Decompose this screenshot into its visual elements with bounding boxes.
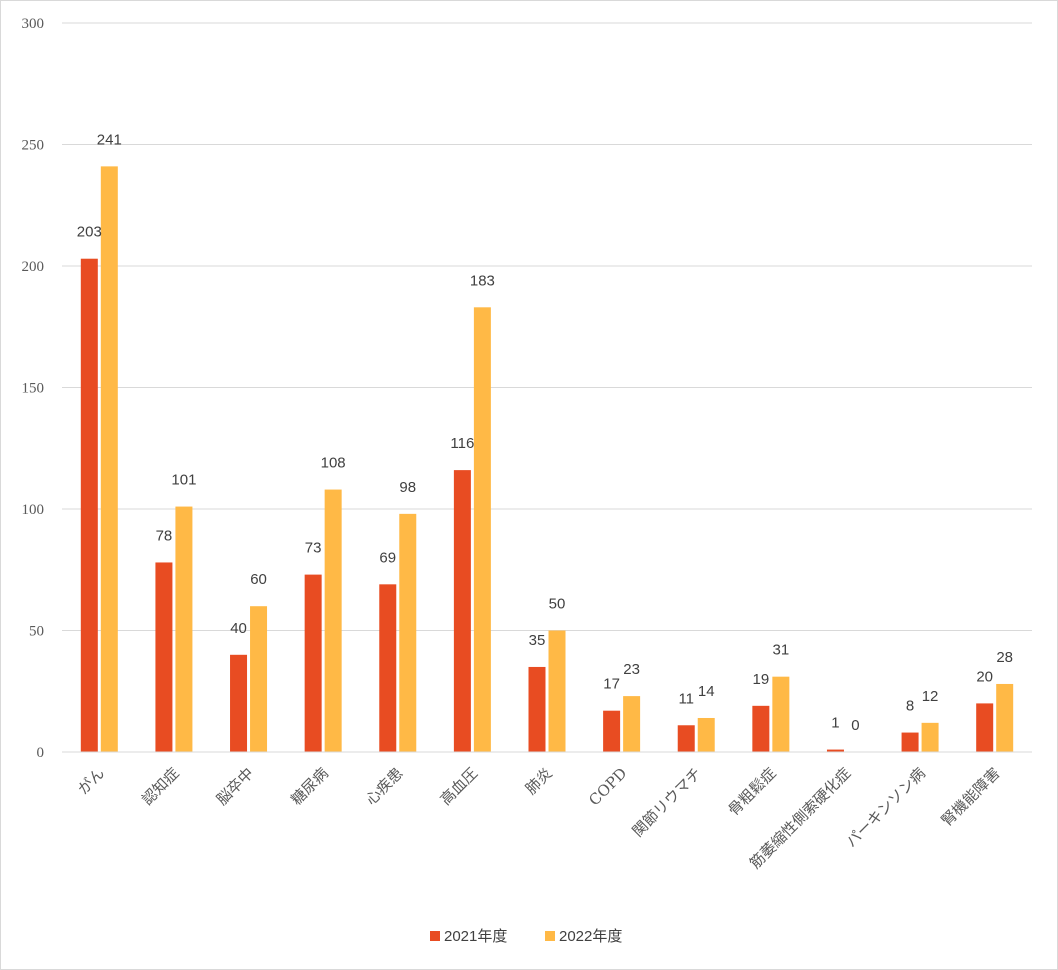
y-axis: 0 50 100 150 200 250 300 — [22, 16, 45, 761]
data-label: 19 — [753, 671, 770, 688]
bar — [473, 307, 491, 752]
bar — [826, 749, 844, 752]
bar — [623, 696, 641, 752]
data-label: 60 — [250, 571, 267, 588]
y-tick-label: 50 — [29, 624, 44, 640]
x-tick-label: 高血圧 — [437, 764, 482, 809]
data-label: 17 — [603, 676, 620, 693]
bar — [250, 606, 268, 752]
bar — [603, 710, 621, 752]
legend-swatch — [430, 931, 440, 941]
data-labels: 2032417810140607310869981161833550172311… — [77, 131, 1013, 734]
bar — [548, 630, 566, 752]
data-label: 241 — [97, 131, 122, 148]
data-label: 73 — [305, 540, 322, 557]
y-tick-label: 300 — [22, 16, 45, 32]
bar — [772, 676, 790, 752]
data-label: 28 — [996, 649, 1013, 666]
y-tick-label: 150 — [22, 381, 45, 397]
y-tick-label: 200 — [22, 259, 45, 275]
bar — [399, 513, 417, 752]
x-tick-label: 脳卒中 — [213, 764, 258, 809]
x-tick-label: 心疾患 — [362, 764, 407, 809]
x-tick-label: パーキンソン病 — [842, 764, 929, 851]
bar — [921, 722, 939, 752]
x-tick-label: 骨粗鬆症 — [725, 764, 780, 819]
bar — [304, 574, 322, 752]
data-label: 101 — [171, 472, 196, 489]
bar — [100, 166, 118, 752]
bar — [752, 705, 770, 752]
y-tick-label: 0 — [37, 745, 45, 761]
bar — [901, 732, 919, 752]
data-label: 203 — [77, 224, 102, 241]
bar — [697, 717, 715, 752]
data-label: 20 — [976, 668, 993, 685]
bar — [976, 703, 994, 752]
legend-label: 2022年度 — [559, 928, 622, 945]
x-tick-label: COPD — [585, 764, 630, 809]
bar — [996, 683, 1014, 752]
x-tick-label: 腎機能障害 — [938, 764, 1004, 830]
bar — [453, 470, 471, 752]
data-label: 0 — [851, 717, 859, 734]
y-tick-label: 250 — [22, 138, 45, 154]
data-label: 23 — [623, 661, 640, 678]
data-label: 31 — [773, 642, 790, 659]
bar — [80, 258, 98, 752]
bar — [155, 562, 173, 752]
legend-swatch — [545, 931, 555, 941]
data-label: 8 — [906, 698, 914, 715]
data-label: 1 — [831, 715, 839, 732]
data-label: 50 — [549, 596, 566, 613]
bar — [379, 584, 397, 752]
data-label: 98 — [399, 479, 416, 496]
bar — [677, 725, 695, 752]
data-label: 35 — [529, 632, 546, 649]
y-tick-label: 100 — [22, 502, 45, 518]
data-label: 78 — [156, 527, 173, 544]
x-tick-label: 糖尿病 — [287, 764, 332, 809]
data-label: 108 — [321, 455, 346, 472]
bar — [230, 654, 248, 752]
gridlines — [62, 22, 1032, 753]
data-label: 40 — [230, 620, 247, 637]
data-label: 116 — [450, 435, 474, 452]
data-label: 14 — [698, 683, 715, 700]
data-label: 69 — [379, 549, 396, 566]
bar — [175, 506, 193, 752]
legend-label: 2021年度 — [444, 928, 507, 945]
x-tick-label: がん — [74, 764, 108, 798]
bar — [528, 666, 546, 752]
bars — [80, 166, 1014, 752]
x-tick-label: 関節リウマチ — [629, 764, 705, 840]
data-label: 183 — [470, 272, 495, 289]
bar — [324, 489, 342, 752]
data-label: 12 — [922, 688, 939, 705]
legend: 2021年度 2022年度 — [430, 928, 622, 945]
x-tick-label: 認知症 — [138, 764, 183, 809]
x-tick-label: 肺炎 — [522, 764, 556, 798]
data-label: 11 — [678, 690, 694, 707]
